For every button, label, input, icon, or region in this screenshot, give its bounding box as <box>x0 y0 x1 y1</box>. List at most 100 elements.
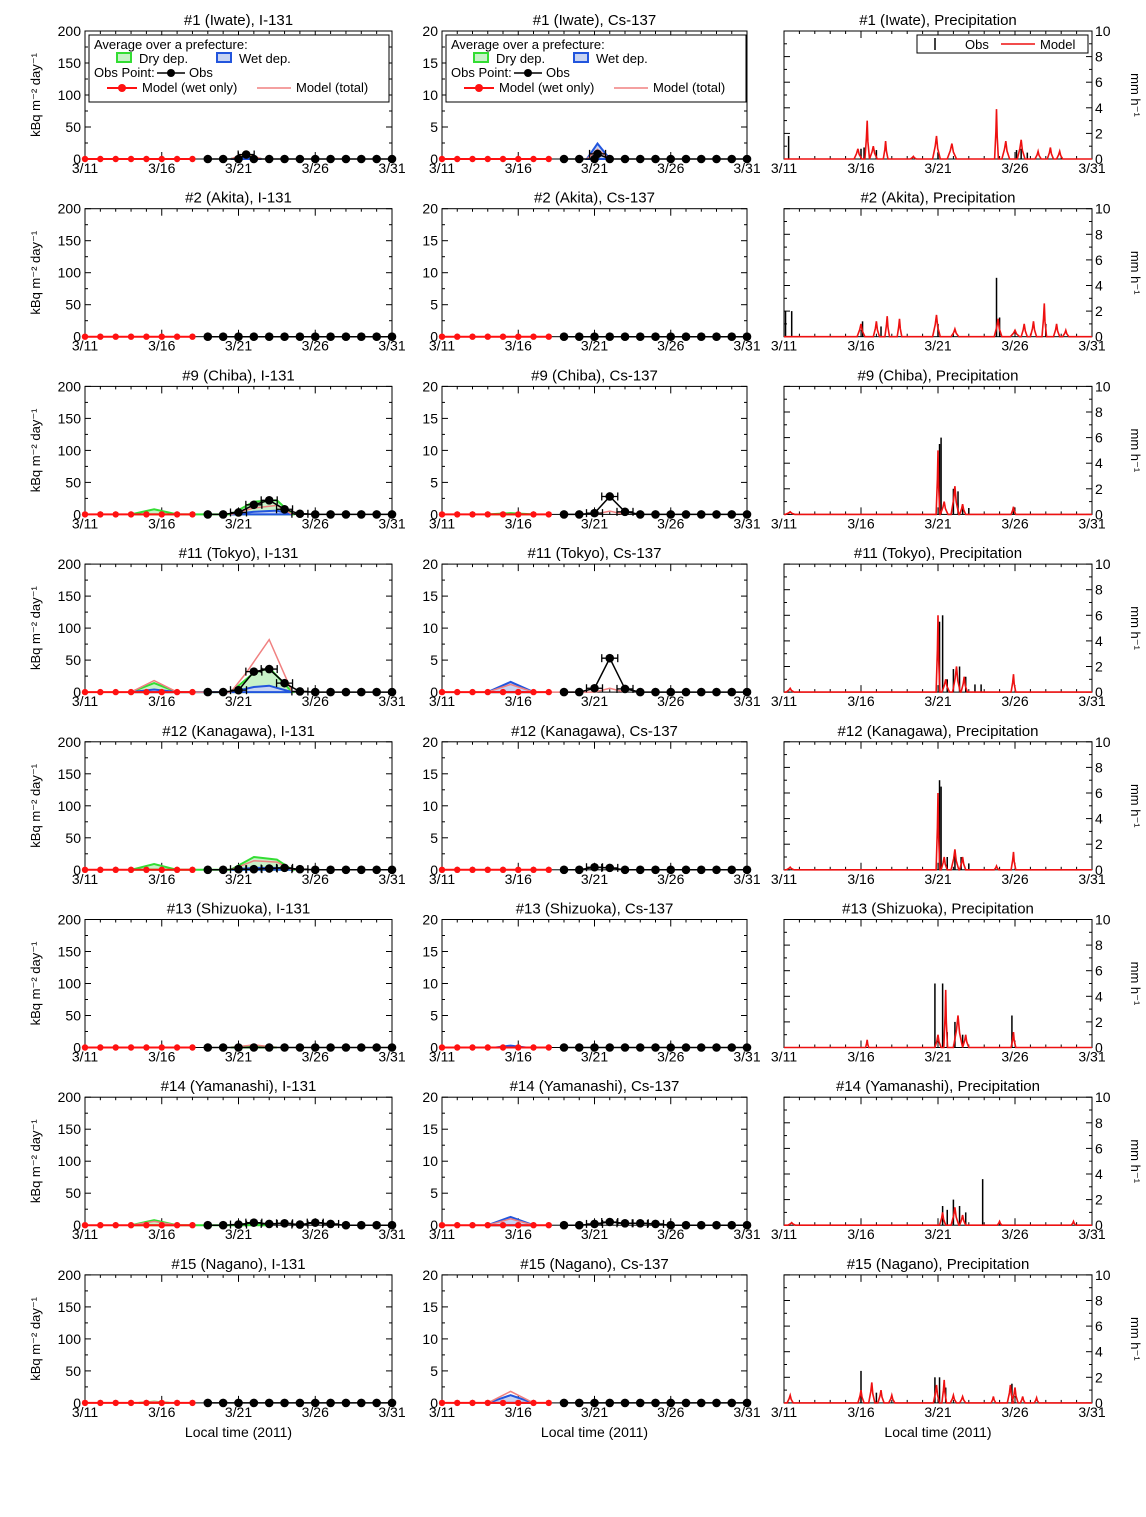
y-tick-label: 10 <box>1095 556 1111 572</box>
x-tick-label: 3/26 <box>1001 693 1028 709</box>
obs-point <box>651 154 660 164</box>
obs-point <box>387 865 397 875</box>
obs-point <box>372 332 381 342</box>
y-tick-label: 200 <box>58 556 82 572</box>
y-tick-label: 50 <box>65 1008 81 1024</box>
model-wet-point <box>112 1044 119 1051</box>
y-tick-label: 0 <box>73 1217 81 1233</box>
y-tick-label: 10 <box>1095 912 1111 928</box>
model-wet-point <box>438 511 446 518</box>
x-tick-label: 3/11 <box>72 515 98 531</box>
obs-point <box>559 865 569 875</box>
precip-model-line <box>784 109 1092 160</box>
obs-point <box>681 1043 691 1052</box>
panel-title: #14 (Yamanashi), Cs-137 <box>510 1078 680 1095</box>
y-tick-label: 2 <box>1095 481 1103 497</box>
x-tick-label: 3/21 <box>581 338 608 354</box>
x-tick-label: 3/11 <box>771 338 797 354</box>
x-tick-label: 3/21 <box>924 338 951 354</box>
y-tick-label: 100 <box>58 87 82 103</box>
model-wet-point <box>127 333 135 340</box>
y-tick-label: 2 <box>1095 659 1103 675</box>
x-tick-label: 3/16 <box>847 693 874 709</box>
x-tick-label: 3/16 <box>847 871 874 887</box>
y-tick-label: 8 <box>1095 49 1103 65</box>
y-tick-label: 50 <box>65 297 81 313</box>
y-axis-label: mm h⁻¹ <box>1128 606 1143 650</box>
model-wet-point <box>143 1222 150 1229</box>
plot-frame <box>783 1096 1093 1226</box>
panel-i131: 3/11 3/16 3/21 3/26 3/31 0 50 100 150 200 #1 (Iwat… <box>28 12 406 176</box>
y-tick-label: 200 <box>58 201 82 217</box>
y-tick-label: 0 <box>73 329 81 345</box>
obs-point <box>295 687 305 696</box>
model-wet-point <box>173 155 181 163</box>
model-wet-point <box>112 688 119 696</box>
model-wet-point <box>158 866 165 873</box>
model-wet-point <box>438 333 446 340</box>
obs-point <box>620 507 630 517</box>
obs-point <box>574 865 584 875</box>
x-tick-label: 3/26 <box>657 871 684 887</box>
obs-point <box>696 865 706 875</box>
legend-wet-swatch <box>216 52 232 63</box>
x-tick-label: 3/21 <box>924 693 951 709</box>
model-wet-point <box>189 1399 196 1407</box>
obs-point <box>264 332 274 342</box>
y-tick-label: 0 <box>430 1217 438 1233</box>
obs-point <box>295 509 305 519</box>
x-tick-label: 3/26 <box>657 1049 684 1065</box>
legend-dry-swatch <box>116 52 132 63</box>
legend-model-total-label: Model (total) <box>296 80 368 95</box>
y-tick-label: 100 <box>58 620 82 636</box>
x-tick-label: 3/21 <box>924 1404 951 1420</box>
model-wet-point <box>545 333 552 340</box>
obs-point <box>574 1043 584 1052</box>
x-tick-label: 3/31 <box>378 160 405 176</box>
obs-point <box>280 863 289 873</box>
legend-obs-label: Obs <box>546 65 570 80</box>
obs-point <box>651 1398 660 1408</box>
y-tick-label: 20 <box>422 734 438 750</box>
x-tick-label: 3/16 <box>847 1404 874 1420</box>
obs-point <box>357 865 366 875</box>
obs-point <box>203 865 213 875</box>
panel-title: #1 (Iwate), I-131 <box>184 12 293 29</box>
y-tick-label: 4 <box>1095 988 1103 1004</box>
model-wet-point <box>515 1044 522 1051</box>
y-tick-label: 10 <box>1095 734 1111 750</box>
y-tick-label: 0 <box>430 329 438 345</box>
y-tick-label: 20 <box>422 912 438 928</box>
model-wet-point <box>499 333 507 340</box>
x-tick-label: 3/31 <box>378 1049 405 1065</box>
model-wet-point <box>143 1399 150 1407</box>
obs-point <box>249 667 259 676</box>
obs-point <box>742 865 752 875</box>
model-wet-point <box>484 866 491 873</box>
model-wet-point <box>97 1399 104 1407</box>
model-wet-point <box>97 333 104 340</box>
plot-frame <box>84 385 393 515</box>
y-tick-label: 0 <box>430 1040 438 1056</box>
y-tick-label: 20 <box>422 201 438 217</box>
panel-i131: 3/11 3/16 3/21 3/26 3/31 0 50 100 150 200 #9 (Chib… <box>28 367 406 531</box>
y-axis-label: kBq m⁻² day⁻¹ <box>28 941 43 1025</box>
x-tick-label: 3/16 <box>148 160 175 176</box>
panel-title: #2 (Akita), I-131 <box>185 190 292 207</box>
x-axis-label: Local time (2011) <box>884 1424 991 1440</box>
legend-model-total-label: Model (total) <box>653 80 725 95</box>
obs-point <box>203 687 213 697</box>
obs-point <box>234 332 243 342</box>
obs-point <box>651 1219 660 1229</box>
x-tick-label: 3/16 <box>847 1226 874 1242</box>
y-tick-label: 10 <box>422 1331 438 1347</box>
obs-point <box>620 1398 630 1408</box>
panel-title: #12 (Kanagawa), Precipitation <box>838 723 1039 740</box>
x-tick-label: 3/16 <box>505 515 532 531</box>
model-wet-point <box>127 1399 135 1407</box>
y-tick-label: 150 <box>58 1299 82 1315</box>
obs-point <box>590 508 599 518</box>
panel-title: #1 (Iwate), Precipitation <box>859 12 1017 29</box>
obs-point <box>696 510 706 519</box>
model-wet-point <box>469 333 476 340</box>
